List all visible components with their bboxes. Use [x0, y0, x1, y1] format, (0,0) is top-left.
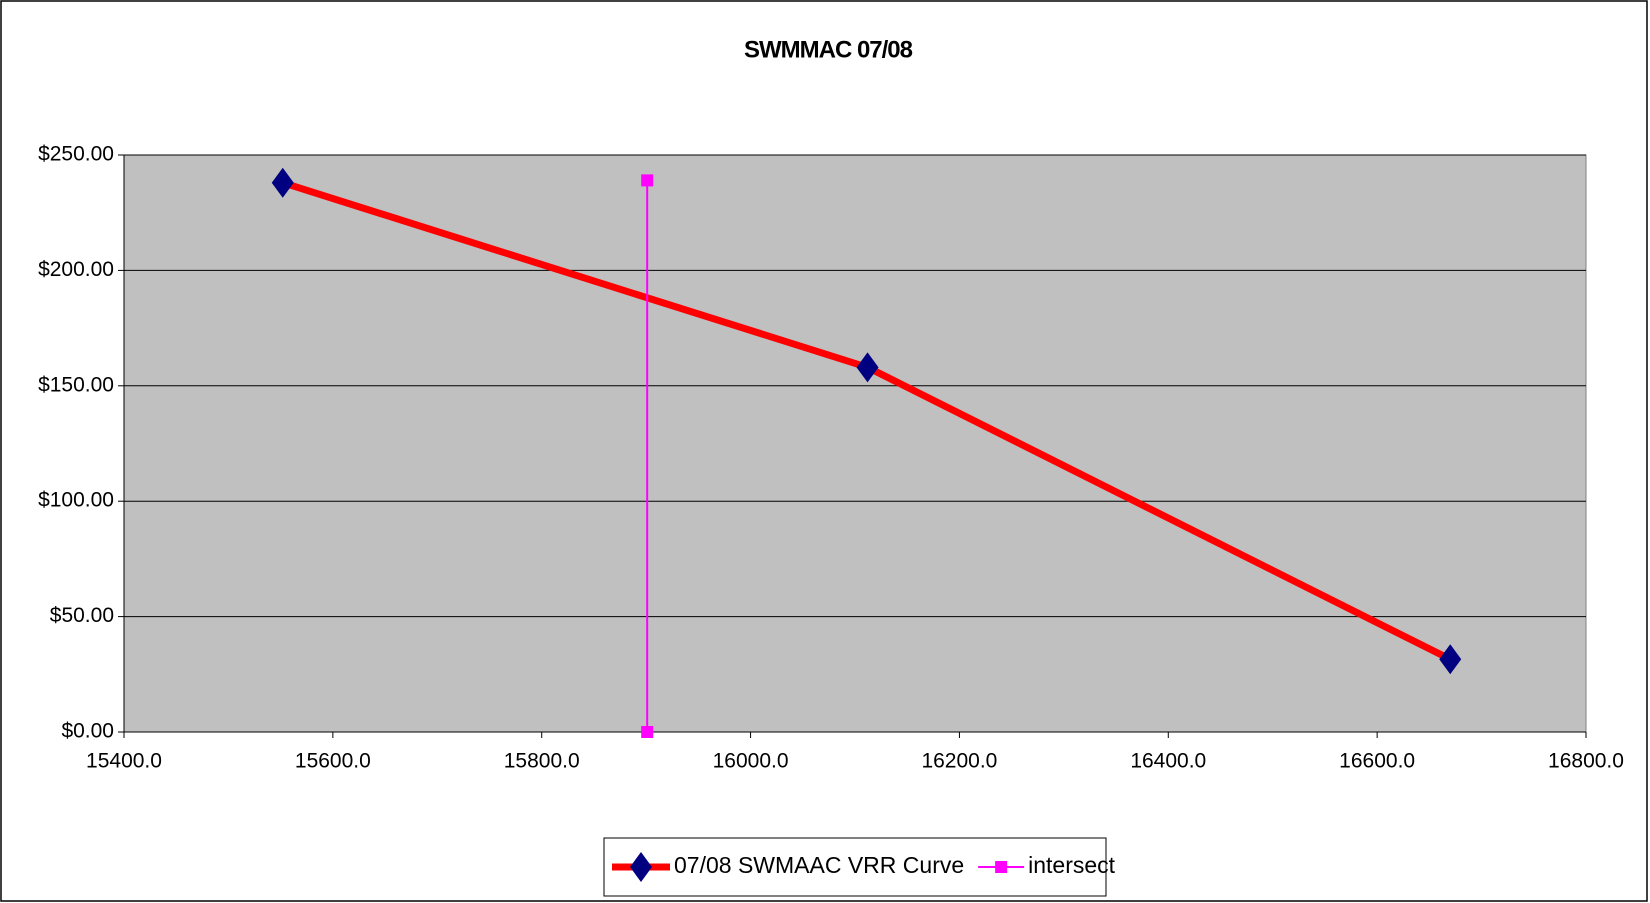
data-point [1439, 644, 1462, 675]
x-tick-label: 15600.0 [295, 750, 371, 773]
legend-marker [995, 861, 1008, 873]
data-point [271, 167, 294, 198]
legend-marker [630, 852, 652, 882]
data-point [641, 174, 654, 187]
y-tick-label: $50.00 [50, 604, 114, 627]
legend-label: 07/08 SWMAAC VRR Curve [674, 852, 964, 878]
y-tick-label: $200.00 [38, 258, 114, 281]
data-point [856, 352, 879, 383]
y-tick-label: $0.00 [61, 720, 114, 743]
x-tick-label: 16600.0 [1339, 750, 1415, 773]
x-tick-label: 16800.0 [1548, 750, 1624, 773]
legend-label: intersect [1028, 852, 1116, 878]
x-tick-label: 16000.0 [713, 750, 789, 773]
x-tick-label: 16200.0 [921, 750, 997, 773]
plot-area [123, 154, 1587, 733]
y-tick-label: $250.00 [38, 143, 114, 166]
chart-title: SWMMAC 07/08 [744, 36, 913, 63]
y-tick-label: $150.00 [38, 373, 114, 396]
x-tick-label: 15400.0 [86, 750, 162, 773]
data-point [641, 726, 654, 738]
x-tick-label: 15800.0 [504, 750, 580, 773]
x-tick-label: 16400.0 [1130, 750, 1206, 773]
y-tick-label: $100.00 [38, 489, 114, 512]
